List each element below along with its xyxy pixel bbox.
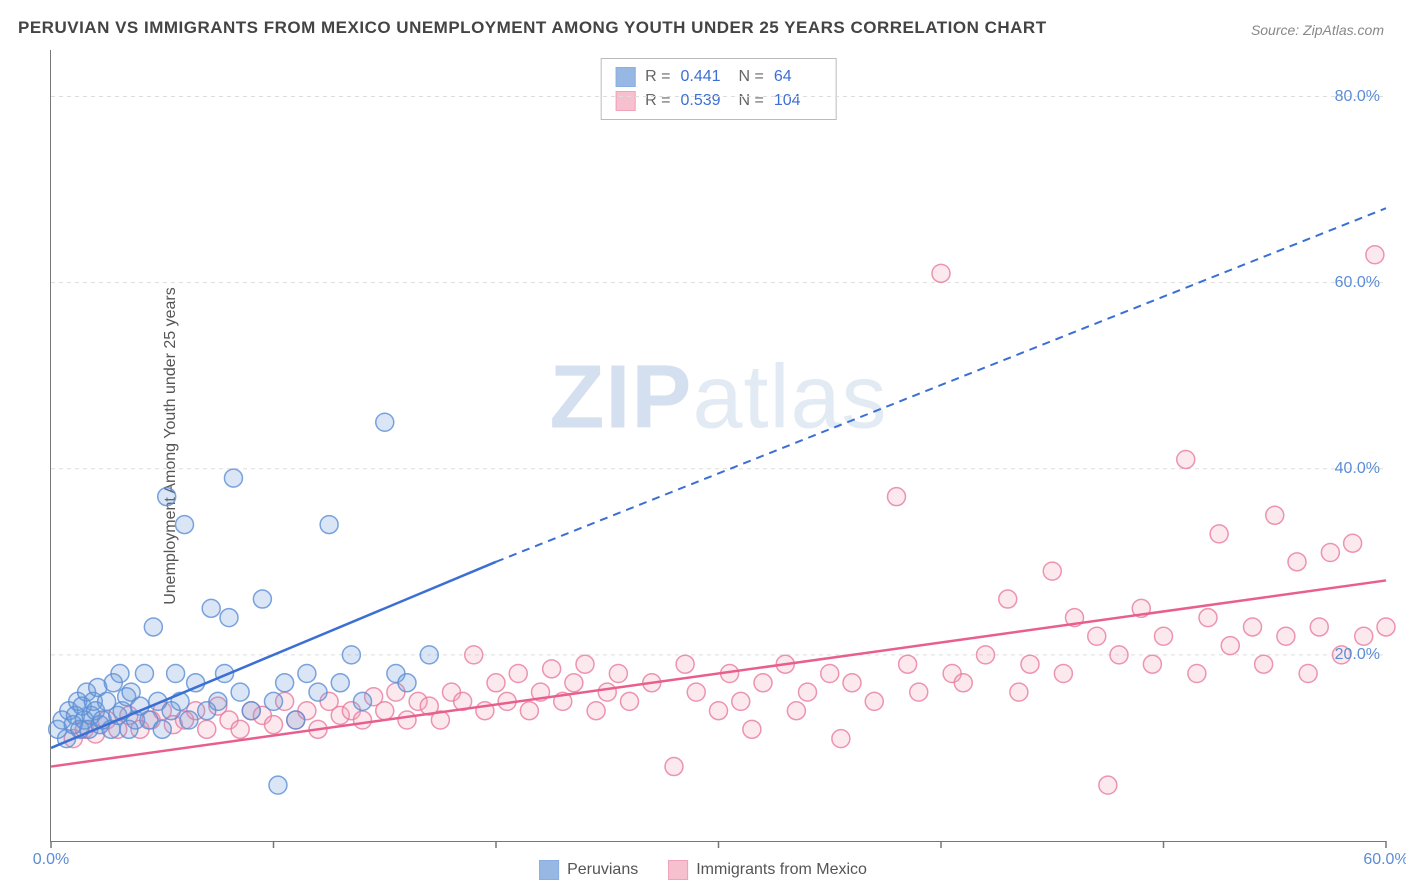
legend-item-peruvians: Peruvians	[539, 860, 638, 880]
legend-item-mexico: Immigrants from Mexico	[668, 860, 867, 880]
legend-swatch-mexico	[668, 860, 688, 880]
plot-svg	[51, 50, 1386, 841]
plot-area: ZIPatlas R = 0.441 N = 64 R = 0.539 N = …	[50, 50, 1386, 842]
source-label: Source: ZipAtlas.com	[1251, 22, 1384, 38]
legend-label-mexico: Immigrants from Mexico	[696, 861, 867, 879]
bottom-legend: Peruvians Immigrants from Mexico	[539, 860, 867, 880]
x-tick-label: 60.0%	[1363, 851, 1406, 869]
x-tick-label: 0.0%	[33, 851, 69, 869]
y-tick-label: 60.0%	[1335, 274, 1380, 292]
legend-label-peruvians: Peruvians	[567, 861, 638, 879]
y-tick-label: 20.0%	[1335, 646, 1380, 664]
y-tick-label: 40.0%	[1335, 460, 1380, 478]
legend-swatch-peruvians	[539, 860, 559, 880]
chart-title: PERUVIAN VS IMMIGRANTS FROM MEXICO UNEMP…	[18, 18, 1047, 38]
y-tick-label: 80.0%	[1335, 88, 1380, 106]
